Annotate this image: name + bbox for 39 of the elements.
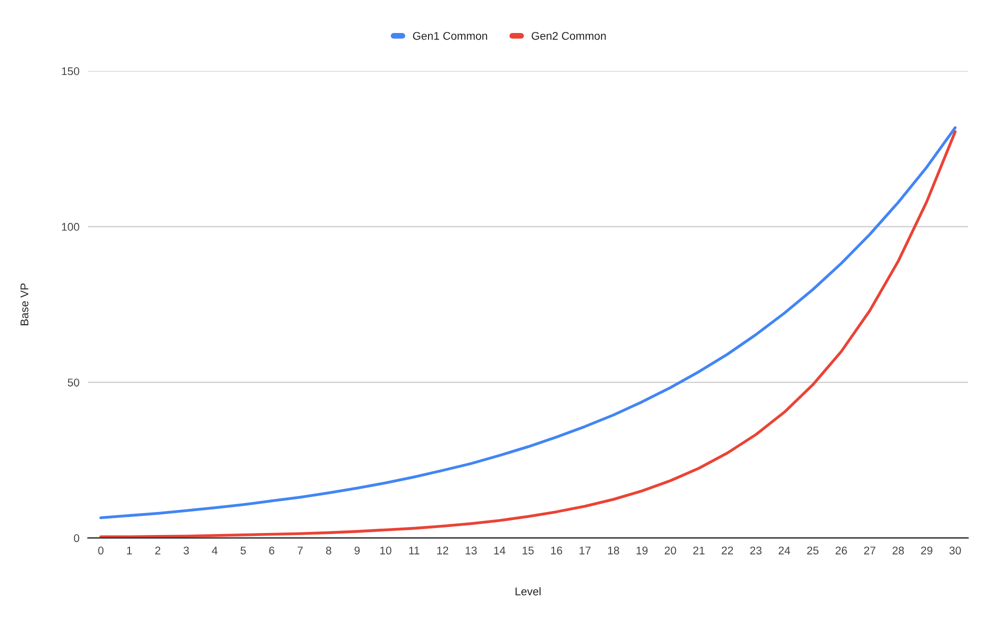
x-tick-label: 30 bbox=[949, 546, 961, 554]
x-tick-label: 0 bbox=[98, 546, 104, 554]
x-tick-label: 8 bbox=[326, 546, 332, 554]
x-tick-label: 12 bbox=[437, 546, 448, 554]
y-axis-title: Base VP bbox=[20, 283, 28, 326]
x-tick-label: 23 bbox=[750, 546, 762, 554]
x-tick-label: 14 bbox=[494, 546, 506, 554]
x-tick-label: 16 bbox=[551, 546, 562, 554]
x-axis-title: Level bbox=[516, 587, 541, 596]
x-tick-label: 13 bbox=[466, 546, 477, 554]
x-tick-label: 15 bbox=[522, 546, 534, 554]
legend-label: Gen1 Common bbox=[413, 32, 488, 40]
y-tick-label: 150 bbox=[62, 67, 80, 76]
x-tick-label: 3 bbox=[184, 546, 189, 554]
y-tick-label: 100 bbox=[62, 222, 80, 231]
legend-label: Gen2 Common bbox=[532, 32, 606, 40]
x-tick-label: 21 bbox=[693, 546, 705, 554]
x-tick-label: 18 bbox=[608, 546, 620, 554]
x-tick-label: 22 bbox=[722, 546, 733, 554]
x-tick-label: 2 bbox=[155, 546, 160, 554]
x-tick-label: 5 bbox=[240, 546, 246, 554]
x-tick-label: 17 bbox=[580, 546, 591, 554]
x-tick-label: 27 bbox=[864, 546, 876, 554]
x-tick-label: 19 bbox=[636, 546, 648, 554]
x-tick-label: 24 bbox=[778, 546, 790, 554]
x-tick-label: 11 bbox=[409, 546, 420, 554]
x-tick-label: 1 bbox=[127, 546, 132, 554]
x-tick-label: 4 bbox=[212, 546, 218, 554]
x-tick-label: 7 bbox=[298, 546, 303, 554]
x-tick-label: 28 bbox=[892, 546, 904, 554]
x-tick-label: 26 bbox=[836, 546, 847, 554]
y-tick-label: 0 bbox=[74, 534, 80, 542]
x-tick-label: 9 bbox=[354, 546, 360, 554]
y-tick-label: 50 bbox=[68, 378, 80, 386]
x-tick-label: 10 bbox=[380, 546, 392, 554]
x-tick-label: 29 bbox=[921, 546, 932, 554]
x-tick-label: 20 bbox=[664, 546, 676, 554]
x-tick-label: 6 bbox=[269, 546, 274, 554]
x-tick-label: 25 bbox=[807, 546, 819, 554]
